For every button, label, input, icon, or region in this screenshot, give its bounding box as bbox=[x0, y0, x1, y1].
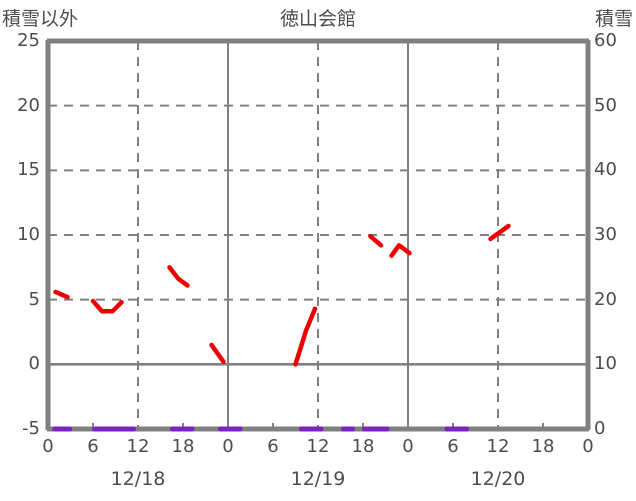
series-1-segment-7 bbox=[389, 243, 412, 258]
x-axis-day-label: 12/19 bbox=[290, 468, 346, 490]
x-axis-tick-label: 0 bbox=[402, 436, 414, 457]
x-axis-tick-label: 12 bbox=[486, 436, 510, 457]
x-axis-tick-label: 0 bbox=[222, 436, 234, 457]
right-axis-tick-label: 40 bbox=[594, 159, 617, 181]
left-axis-tick-label: 0 bbox=[28, 353, 40, 375]
x-axis-tick-label: 12 bbox=[126, 436, 150, 457]
x-axis-tick-label: 18 bbox=[171, 436, 195, 457]
left-axis-tick-label: 5 bbox=[28, 288, 40, 310]
left-axis-unit-label: 積雪以外 bbox=[2, 8, 79, 30]
right-axis-tick-label: 20 bbox=[594, 288, 617, 310]
x-axis-day-label: 12/18 bbox=[110, 468, 166, 490]
x-axis-tick-label: 6 bbox=[267, 436, 279, 457]
x-axis-tick-label: 0 bbox=[42, 436, 54, 457]
right-axis-tick-label: 30 bbox=[594, 224, 617, 245]
x-axis-tick-label: 6 bbox=[447, 436, 459, 457]
x-axis-tick-label: 18 bbox=[351, 436, 375, 457]
left-axis-tick-label: -5 bbox=[22, 418, 40, 439]
x-axis-tick-label: 0 bbox=[582, 436, 594, 457]
left-axis-tick-label: 20 bbox=[17, 94, 40, 116]
left-axis-tick-label: 25 bbox=[17, 30, 40, 51]
series-1-segment-1 bbox=[53, 289, 70, 300]
right-axis-tick-label: 0 bbox=[594, 418, 606, 439]
x-axis-tick-label: 12 bbox=[306, 436, 330, 457]
series-1-segment-8 bbox=[488, 223, 511, 242]
right-axis-tick-label: 10 bbox=[594, 353, 617, 375]
right-axis-tick-label: 50 bbox=[594, 94, 617, 116]
series-1-segment-3 bbox=[167, 265, 190, 288]
right-axis-tick-label: 60 bbox=[594, 30, 617, 51]
x-axis-tick-label: 18 bbox=[531, 436, 555, 457]
x-axis-tick-label: 6 bbox=[87, 436, 99, 457]
page-title: 徳山会館 bbox=[279, 8, 356, 30]
right-axis-unit-label: 積雪 bbox=[594, 8, 633, 30]
series-1-segment-5 bbox=[293, 306, 318, 367]
left-axis-tick-label: 15 bbox=[17, 159, 40, 181]
series-1-segment-4 bbox=[209, 342, 226, 364]
series-1-segment-2 bbox=[90, 298, 124, 314]
x-axis-day-label: 12/20 bbox=[470, 468, 526, 490]
series-1-segment-6 bbox=[368, 234, 384, 248]
left-axis-tick-label: 10 bbox=[17, 224, 40, 245]
